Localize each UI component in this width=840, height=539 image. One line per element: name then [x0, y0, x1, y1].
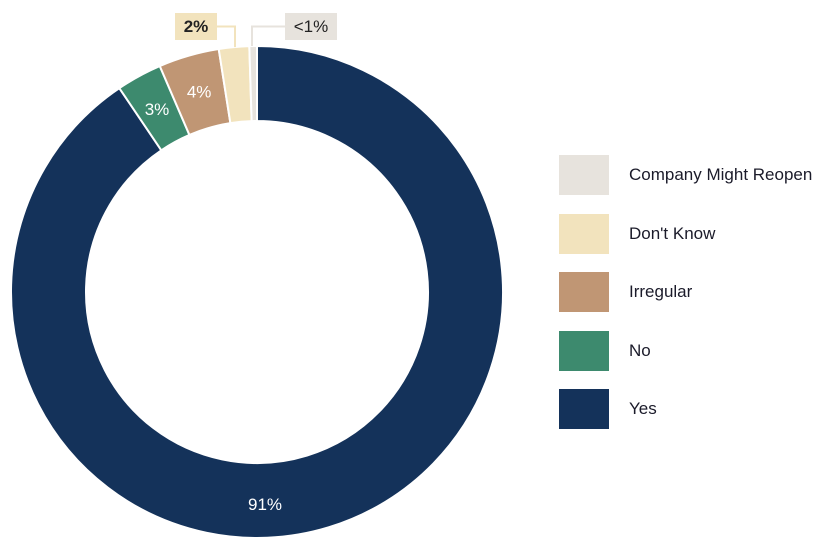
slice-label-irregular: 4% — [187, 83, 212, 102]
legend-item-irregular: Irregular — [559, 272, 812, 312]
slice-label-no: 3% — [145, 100, 170, 119]
legend-label-yes: Yes — [629, 399, 657, 418]
callout-leaders — [217, 25, 285, 48]
legend-item-no: No — [559, 330, 812, 371]
legend: Company Might Reopen Don't Know Irregula… — [559, 155, 812, 448]
slice-company-might-reopen — [248, 44, 258, 123]
callout-box-don-t-know — [175, 13, 217, 40]
slice-labels: 91% 3% 4% 2% <1% — [145, 13, 337, 514]
legend-swatch-no — [559, 330, 609, 371]
leader-line-company-might-reopen — [251, 25, 285, 47]
slice-label-company-might-reopen: <1% — [294, 17, 329, 36]
slice-yes — [10, 44, 504, 539]
legend-label-dont-know: Don't Know — [629, 223, 716, 243]
legend-swatch-company-might-reopen — [559, 155, 609, 195]
donut-slices — [10, 44, 504, 539]
leader-line-don-t-know — [217, 25, 236, 48]
legend-label-company-might-reopen: Company Might Reopen — [629, 165, 813, 184]
legend-item-yes: Yes — [559, 389, 812, 429]
callout-box-company-might-reopen — [285, 13, 337, 40]
slice-label-yes: 91% — [248, 495, 282, 514]
legend-item-company-might-reopen: Company Might Reopen — [559, 155, 812, 195]
legend-label-no: No — [629, 340, 651, 360]
slice-label-don-t-know: 2% — [184, 17, 209, 36]
legend-label-irregular: Irregular — [629, 282, 693, 301]
legend-swatch-irregular — [559, 272, 609, 312]
legend-item-dont-know: Don't Know — [559, 213, 812, 254]
legend-swatch-yes — [559, 389, 609, 429]
legend-swatch-dont-know — [559, 213, 609, 254]
